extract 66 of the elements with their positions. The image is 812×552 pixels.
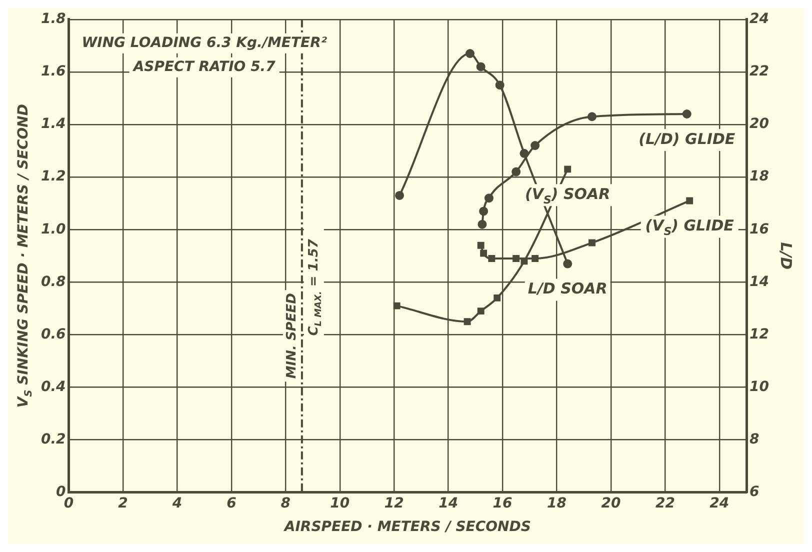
point [512, 255, 520, 262]
x-tick-label: 20 [601, 495, 621, 512]
point [588, 239, 596, 246]
point [588, 112, 596, 122]
point [686, 197, 694, 204]
y2-tick-label: 8 [750, 431, 760, 448]
y-tick-label: 0 [56, 484, 66, 500]
y2-tick-label: 14 [750, 274, 769, 290]
y2-tick-label: 16 [750, 221, 770, 238]
point [477, 242, 484, 249]
y2-axis-title: L/D [777, 242, 796, 270]
x-tick-label: 16 [492, 495, 513, 512]
y-tick-label: 1.4 [40, 116, 66, 132]
y2-tick-label: 12 [750, 326, 769, 342]
point [520, 148, 529, 158]
y-tick-label: 0.2 [40, 431, 66, 448]
y-tick-label: 0.6 [40, 326, 66, 342]
y2-tick-label: 10 [750, 378, 770, 395]
series-label: L/D SOAR [528, 280, 608, 298]
point [532, 255, 539, 262]
x-tick-label: 6 [226, 495, 237, 512]
point [484, 194, 494, 203]
x-tick-label: 8 [280, 495, 291, 512]
point [466, 49, 475, 58]
y-tick-label: 0.4 [40, 378, 66, 395]
point [564, 166, 572, 173]
y-tick-label: 1.6 [40, 64, 66, 80]
x-axis-title: AIRSPEED · METERS / SECONDS [283, 519, 531, 536]
ref-line-label: MIN. SPEED [284, 292, 300, 379]
y-tick-label: 0.8 [40, 274, 66, 290]
point [488, 255, 496, 262]
y-tick-label: 1.0 [40, 221, 66, 238]
annotation: WING LOADING 6.3 Kg./METER² [82, 35, 328, 52]
x-tick-label: 18 [547, 495, 567, 512]
x-tick-label: 4 [171, 495, 182, 512]
point [682, 110, 692, 118]
point [494, 294, 501, 302]
y2-tick-label: 24 [750, 11, 769, 28]
y2-tick-label: 6 [750, 484, 760, 500]
point [476, 62, 486, 72]
point [393, 302, 400, 310]
point [530, 141, 540, 150]
y-tick-label: 1.2 [40, 168, 66, 185]
y-tick-label: 1.8 [40, 11, 66, 28]
annotation: CL MAX. = 1.57 [306, 238, 324, 336]
series-label: (L/D) GLIDE [638, 130, 736, 148]
point [464, 318, 471, 326]
x-tick-label: 22 [655, 495, 675, 512]
point [563, 259, 572, 268]
point [480, 250, 488, 257]
point [395, 190, 404, 200]
point [479, 206, 488, 216]
y-axis-title: VS SINKING SPEED · METERS / SECOND [16, 104, 34, 408]
y2-tick-label: 20 [750, 116, 770, 132]
x-tick-label: 10 [330, 495, 350, 512]
y2-tick-label: 18 [750, 168, 770, 185]
point [478, 220, 487, 229]
point [477, 308, 484, 315]
point [512, 167, 521, 176]
point [495, 80, 504, 90]
x-tick-label: 24 [710, 495, 730, 512]
x-tick-label: 2 [118, 495, 128, 512]
y2-tick-label: 22 [750, 64, 769, 80]
annotation: ASPECT RATIO 5.7 [132, 59, 276, 76]
x-tick-label: 12 [384, 495, 404, 512]
x-tick-label: 14 [438, 495, 458, 512]
